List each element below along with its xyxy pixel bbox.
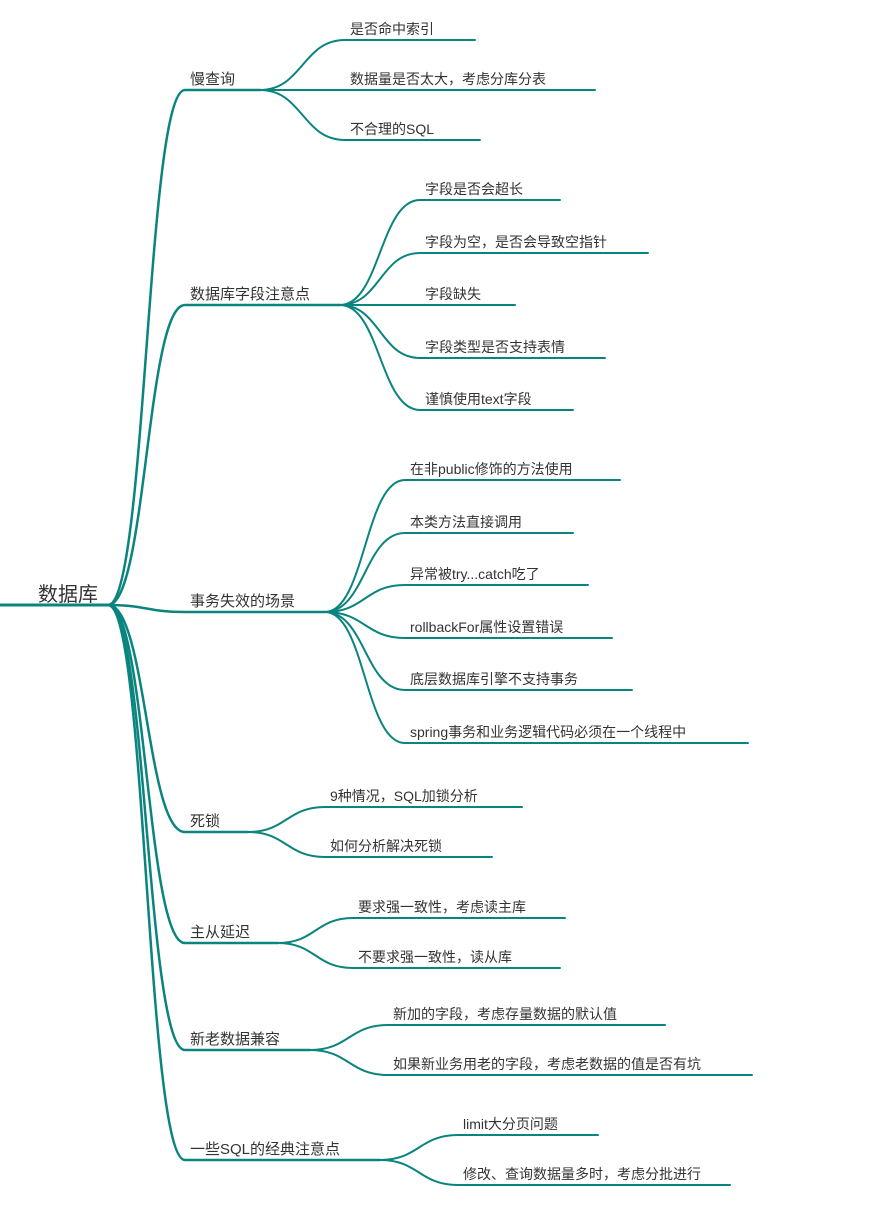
leaf-1-2: 字段缺失	[425, 284, 481, 304]
leaf-2-3: rollbackFor属性设置错误	[410, 617, 563, 637]
branch-4: 主从延迟	[190, 921, 250, 942]
leaf-1-1: 字段为空，是否会导致空指针	[425, 232, 607, 252]
leaf-6-0: limit大分页问题	[463, 1114, 558, 1134]
leaf-2-2: 异常被try...catch吃了	[410, 564, 540, 584]
leaf-0-1: 数据量是否太大，考虑分库分表	[350, 69, 546, 89]
branch-6: 一些SQL的经典注意点	[190, 1138, 340, 1159]
branch-1: 数据库字段注意点	[190, 283, 310, 304]
leaf-1-3: 字段类型是否支持表情	[425, 337, 565, 357]
leaf-2-0: 在非public修饰的方法使用	[410, 459, 573, 479]
leaf-1-0: 字段是否会超长	[425, 179, 523, 199]
leaf-1-4: 谨慎使用text字段	[425, 389, 532, 409]
leaf-2-1: 本类方法直接调用	[410, 512, 522, 532]
leaf-4-0: 要求强一致性，考虑读主库	[358, 897, 526, 917]
leaf-6-1: 修改、查询数据量多时，考虑分批进行	[463, 1164, 701, 1184]
leaf-4-1: 不要求强一致性，读从库	[358, 947, 512, 967]
leaf-0-2: 不合理的SQL	[350, 119, 434, 139]
leaf-0-0: 是否命中索引	[350, 19, 434, 39]
branch-2: 事务失效的场景	[190, 590, 295, 611]
leaf-5-0: 新加的字段，考虑存量数据的默认值	[393, 1004, 617, 1024]
branch-3: 死锁	[190, 810, 220, 831]
leaf-2-4: 底层数据库引擎不支持事务	[410, 669, 578, 689]
leaf-5-1: 如果新业务用老的字段，考虑老数据的值是否有坑	[393, 1054, 701, 1074]
branch-0: 慢查询	[190, 68, 235, 89]
root-node: 数据库	[38, 578, 98, 607]
leaf-2-5: spring事务和业务逻辑代码必须在一个线程中	[410, 722, 686, 742]
leaf-3-0: 9种情况，SQL加锁分析	[330, 786, 478, 806]
branch-5: 新老数据兼容	[190, 1028, 280, 1049]
leaf-3-1: 如何分析解决死锁	[330, 836, 442, 856]
